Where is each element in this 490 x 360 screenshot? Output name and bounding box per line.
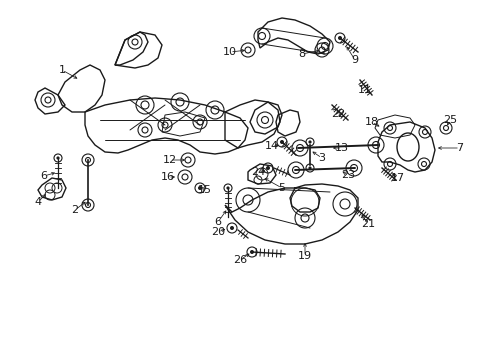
Text: 12: 12 xyxy=(163,155,177,165)
Text: 8: 8 xyxy=(298,49,306,59)
Text: 7: 7 xyxy=(457,143,464,153)
Text: 1: 1 xyxy=(58,65,66,75)
Circle shape xyxy=(308,166,312,170)
Text: 11: 11 xyxy=(358,85,372,95)
Text: 2: 2 xyxy=(72,205,78,215)
Circle shape xyxy=(230,226,234,230)
Text: 22: 22 xyxy=(331,109,345,119)
Text: 10: 10 xyxy=(223,47,237,57)
Text: 23: 23 xyxy=(341,170,355,180)
Text: 4: 4 xyxy=(34,197,42,207)
Text: 9: 9 xyxy=(351,55,359,65)
Text: 14: 14 xyxy=(265,141,279,151)
Text: 25: 25 xyxy=(443,115,457,125)
Text: 16: 16 xyxy=(161,172,175,182)
Text: 19: 19 xyxy=(298,251,312,261)
Text: 17: 17 xyxy=(391,173,405,183)
Circle shape xyxy=(226,186,230,190)
Text: 21: 21 xyxy=(361,219,375,229)
Text: 6: 6 xyxy=(215,217,221,227)
Circle shape xyxy=(280,140,284,144)
Text: 6: 6 xyxy=(41,171,48,181)
Text: 3: 3 xyxy=(318,153,325,163)
Text: 13: 13 xyxy=(335,143,349,153)
Text: 15: 15 xyxy=(198,185,212,195)
Circle shape xyxy=(266,166,270,170)
Text: 24: 24 xyxy=(251,167,265,177)
Circle shape xyxy=(56,156,60,159)
Circle shape xyxy=(338,36,342,40)
Circle shape xyxy=(250,250,254,254)
Text: 5: 5 xyxy=(278,183,286,193)
Text: 26: 26 xyxy=(233,255,247,265)
Circle shape xyxy=(198,186,202,190)
Text: 20: 20 xyxy=(211,227,225,237)
Circle shape xyxy=(308,140,312,144)
Text: 18: 18 xyxy=(365,117,379,127)
